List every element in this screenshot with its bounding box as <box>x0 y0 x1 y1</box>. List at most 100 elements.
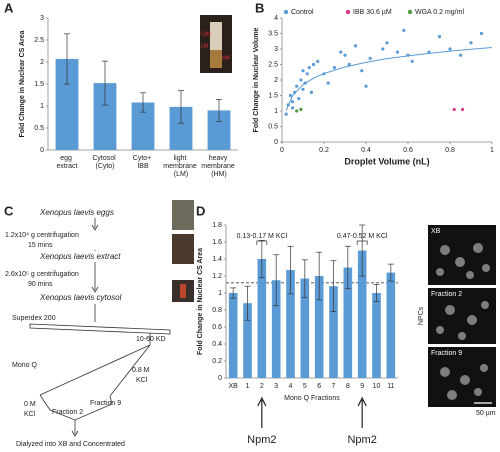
step: Fraction 9 <box>90 400 121 407</box>
point <box>311 62 316 67</box>
point <box>316 59 320 64</box>
step: Xenopus laevis eggs <box>39 208 114 217</box>
x-tick-label: light membrane (LM) <box>163 155 198 178</box>
point <box>381 47 385 51</box>
x-tick-label: Cytosol (Cyto) <box>92 155 117 170</box>
point <box>307 66 311 70</box>
x-tick-label: 0 <box>280 147 284 154</box>
y-tick-label: 0 <box>218 375 222 382</box>
step: Dialyzed into XB and Concentrated <box>16 441 125 448</box>
y-tick-label: 1.8 <box>212 222 222 229</box>
x-axis-title: Droplet Volume (nL) <box>344 156 429 166</box>
point <box>368 56 372 60</box>
point <box>402 28 406 32</box>
point <box>301 69 305 73</box>
y-axis-title: Fold Change in Nuclear CS Area <box>19 30 26 137</box>
point <box>347 62 351 67</box>
point <box>410 59 414 64</box>
step: 90 mins <box>28 281 53 288</box>
point <box>295 84 299 88</box>
y-tick-label: 0 <box>274 139 278 146</box>
legend-swatch <box>407 9 413 15</box>
bracket <box>256 240 268 245</box>
x-tick-label: XB <box>228 383 238 390</box>
point <box>305 72 309 76</box>
step: 1.2x10⁴ g centrifugation <box>5 232 79 239</box>
step: Mono Q <box>12 362 37 369</box>
y-tick-label: 0.2 <box>212 358 222 365</box>
x-tick-label: 3 <box>274 383 278 390</box>
y-tick-label: 2.5 <box>268 61 278 68</box>
x-tick-label: heavy membrane (HM) <box>201 155 236 178</box>
y-axis-title: Fold Change in Nuclear Volume <box>253 27 260 132</box>
legend-swatch <box>283 9 289 15</box>
x-tick-label: 10 <box>373 383 381 390</box>
bar <box>343 267 353 378</box>
bar <box>386 272 396 378</box>
x-tick-label: 6 <box>317 383 321 390</box>
y-tick-label: 3.5 <box>268 30 278 37</box>
micrograph-label: Fraction 9 <box>431 350 462 357</box>
point <box>288 93 292 98</box>
x-tick-label: 9 <box>360 383 364 390</box>
y-tick-label: 0.5 <box>268 123 278 130</box>
y-tick-label: 1 <box>218 290 222 297</box>
micrographs: XB Fraction 2 Fraction 9 NPCs 50 µm <box>418 225 496 417</box>
x-tick-label: 0.6 <box>403 147 413 154</box>
step: 15 mins <box>28 242 53 249</box>
point <box>295 109 299 113</box>
x-tick-label: Cyto+ IBB <box>133 155 153 170</box>
bar <box>243 303 252 378</box>
bar <box>329 286 338 378</box>
arrow-label: Npm2 <box>347 434 376 446</box>
trendline <box>285 46 493 111</box>
step: Fraction 2 <box>52 409 83 416</box>
panel-label: C <box>4 203 14 218</box>
step: KCl <box>136 377 148 384</box>
x-tick-label: 5 <box>303 383 307 390</box>
point <box>343 53 347 57</box>
point <box>339 50 343 54</box>
y-tick-label: 0.6 <box>212 324 222 331</box>
point <box>290 100 295 104</box>
bar <box>228 293 238 378</box>
y-tick-label: 1.6 <box>212 239 222 246</box>
x-tick-label: 0.4 <box>361 147 371 154</box>
micrograph-label: XB <box>431 228 441 235</box>
y-tick-label: 2 <box>274 77 278 84</box>
x-tick-label: 1 <box>490 147 494 154</box>
bar <box>93 83 117 150</box>
point <box>353 44 358 48</box>
tube-pellet <box>210 50 222 68</box>
step: Xenopus laevis cytosol <box>39 293 122 302</box>
point <box>297 97 301 101</box>
step: KCl <box>24 411 36 418</box>
x-tick-label: 2 <box>260 383 264 390</box>
inset-label: Cyto <box>201 31 212 37</box>
point <box>452 107 456 112</box>
bar <box>257 259 267 378</box>
point <box>479 31 484 36</box>
y-tick-label: 0.4 <box>212 341 222 348</box>
step: 0 M <box>24 401 36 408</box>
x-tick-label: 7 <box>332 383 336 390</box>
bar <box>169 106 193 150</box>
point <box>284 112 288 116</box>
photo-tube <box>180 284 186 298</box>
panel-label: D <box>196 203 205 218</box>
point <box>461 107 465 112</box>
point <box>309 90 313 94</box>
y-tick-label: 1.2 <box>212 273 222 280</box>
photo <box>172 234 194 264</box>
y-tick-label: 0.5 <box>34 125 44 132</box>
x-tick-label: 0.8 <box>445 147 455 154</box>
inset-label: HM <box>222 55 230 61</box>
y-tick-label: 3 <box>274 46 278 53</box>
step: Superdex 200 <box>12 315 56 322</box>
point <box>448 47 452 51</box>
arrow-label: Npm2 <box>247 434 276 446</box>
arrow <box>257 396 267 428</box>
x-tick-label: 0.2 <box>319 147 329 154</box>
scale-label: 50 µm <box>476 410 496 417</box>
step: 10-60 KD <box>136 336 166 343</box>
